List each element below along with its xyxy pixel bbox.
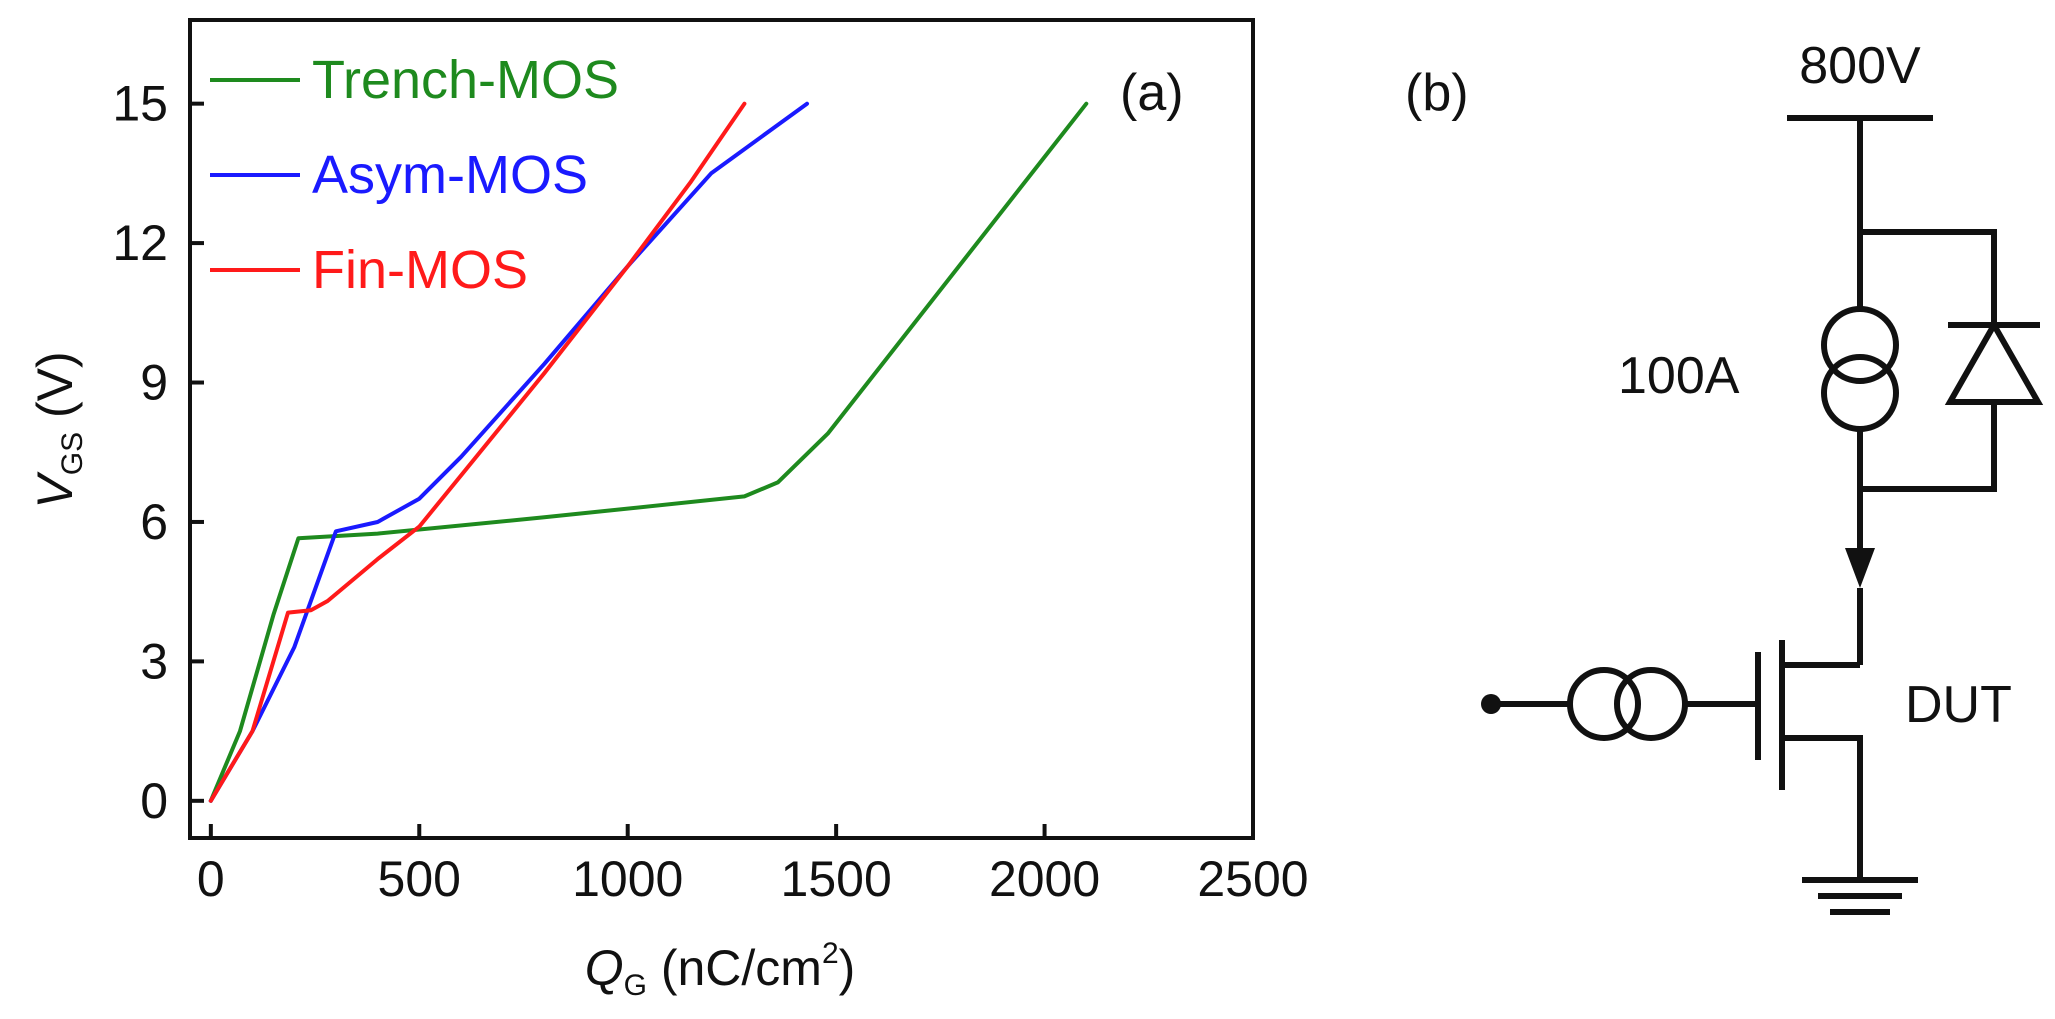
y-tick-label: 6 bbox=[140, 494, 168, 550]
x-axis-subscript: G bbox=[624, 969, 647, 1002]
plot-frame bbox=[188, 18, 1255, 840]
legend: Trench-MOS Asym-MOS Fin-MOS bbox=[210, 50, 619, 300]
wire-diode-bottom bbox=[1860, 402, 1997, 492]
mosfet-source-lead bbox=[1782, 735, 1863, 880]
current-source-circle-upper bbox=[1821, 306, 1899, 384]
legend-label-asym-mos: Asym-MOS bbox=[312, 145, 588, 205]
ground-icon bbox=[1802, 877, 1918, 915]
dut-mosfet bbox=[1755, 640, 1863, 880]
y-axis-ticks: 0 3 6 9 12 15 bbox=[112, 76, 204, 829]
wire-diode-top bbox=[1860, 229, 1997, 325]
current-arrow-icon bbox=[1845, 548, 1875, 588]
y-tick-label: 15 bbox=[112, 76, 168, 132]
x-tick-label: 1500 bbox=[781, 851, 892, 907]
current-source-100a bbox=[1821, 306, 1899, 432]
x-tick-label: 1000 bbox=[572, 851, 683, 907]
legend-label-trench-mos: Trench-MOS bbox=[312, 50, 619, 110]
y-tick-label: 12 bbox=[112, 215, 168, 271]
x-axis-unit-open: (nC/cm bbox=[647, 940, 822, 996]
x-axis-unit-close: ) bbox=[839, 940, 856, 996]
legend-label-fin-mos: Fin-MOS bbox=[312, 240, 528, 300]
x-tick-label: 0 bbox=[197, 851, 225, 907]
freewheel-diode bbox=[1944, 318, 2044, 405]
x-tick-label: 500 bbox=[378, 851, 461, 907]
series-line-fin-mos bbox=[208, 101, 747, 803]
series-line-asym-mos bbox=[208, 101, 809, 803]
x-axis-ticks: 0 500 1000 1500 2000 2500 bbox=[197, 824, 1309, 907]
gate-source-circle-left bbox=[1567, 667, 1641, 741]
current-source-circle-lower bbox=[1821, 354, 1899, 432]
gate-source-circle-right bbox=[1614, 667, 1688, 741]
y-tick-label: 9 bbox=[140, 355, 168, 411]
series-line-trench-mos bbox=[208, 101, 1089, 803]
y-axis-symbol: V bbox=[27, 471, 83, 509]
y-tick-label: 3 bbox=[140, 633, 168, 689]
supply-voltage-label: 800V bbox=[1799, 37, 1921, 95]
dut-label: DUT bbox=[1905, 676, 2012, 734]
chart-panel-a: 0 500 1000 1500 2000 2500 0 3 6 9 12 15 Trench-MOS… bbox=[27, 18, 1309, 1002]
diode-triangle bbox=[1944, 318, 2044, 405]
x-axis-label: QG (nC/cm2) bbox=[585, 937, 856, 1002]
gate-current-source bbox=[1567, 667, 1688, 741]
circuit-panel-b: (b) 800V 100A DUT bbox=[1405, 37, 2044, 915]
y-axis-subscript: GS bbox=[56, 432, 89, 475]
x-axis-superscript: 2 bbox=[822, 937, 839, 970]
y-axis-label: VGS (V) bbox=[27, 351, 89, 508]
x-tick-label: 2500 bbox=[1197, 851, 1308, 907]
series-layer bbox=[208, 101, 1089, 803]
x-tick-label: 2000 bbox=[989, 851, 1100, 907]
y-tick-label: 0 bbox=[140, 773, 168, 829]
current-source-label: 100A bbox=[1618, 347, 1740, 405]
y-axis-unit: (V) bbox=[27, 351, 83, 432]
panel-label-b: (b) bbox=[1405, 64, 1469, 122]
x-axis-symbol: Q bbox=[585, 940, 624, 996]
panel-label-a: (a) bbox=[1120, 64, 1184, 122]
